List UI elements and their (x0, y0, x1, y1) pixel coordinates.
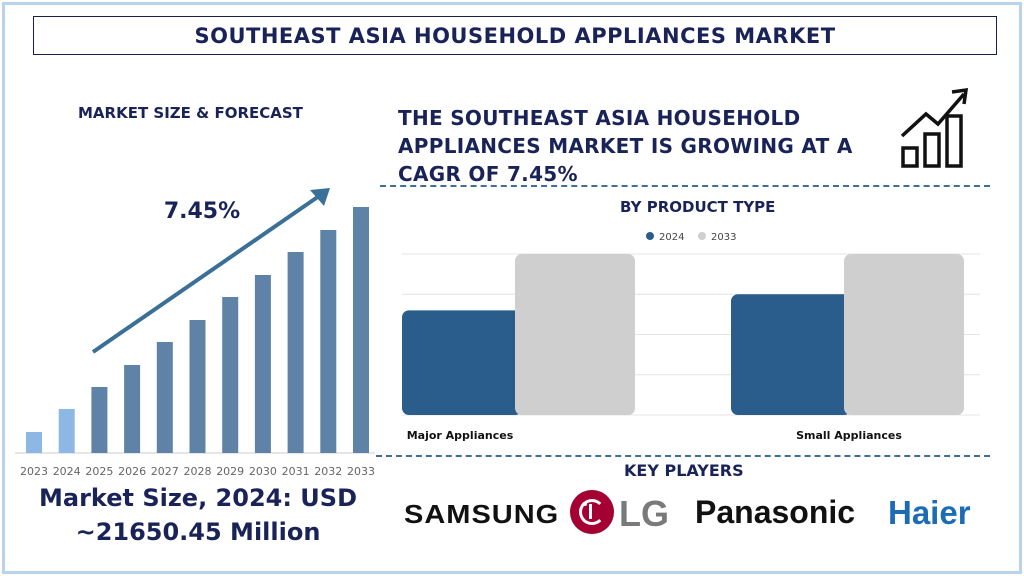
x-tick-label: 2025 (85, 465, 113, 478)
cagr-annotation: 7.45% (164, 199, 240, 224)
page-title: SOUTHEAST ASIA HOUSEHOLD APPLIANCES MARK… (33, 16, 997, 55)
bar-2024 (58, 409, 75, 453)
x-tick-label: 2032 (314, 465, 342, 478)
bar-2031 (287, 252, 304, 453)
x-tick-label: 2031 (282, 465, 310, 478)
market-size-line2: ~21650.45 Million (75, 518, 321, 546)
bar-2033 (844, 254, 964, 415)
bar-2033 (353, 207, 369, 453)
divider-bottom (376, 455, 990, 457)
market-size-heading: MARKET SIZE & FORECAST (78, 104, 303, 122)
bar-2028 (189, 320, 206, 453)
key-players-heading: KEY PLAYERS (624, 461, 744, 480)
bar-2023 (26, 432, 42, 453)
panasonic-logo: Panasonic (695, 494, 856, 530)
bar-2033 (515, 254, 635, 415)
legend-marker-2033 (698, 232, 706, 240)
product-type-heading: BY PRODUCT TYPE (620, 198, 776, 216)
category-label: Major Appliances (407, 429, 514, 442)
bar-2025 (91, 387, 108, 453)
product-type-chart: 2024 2033 Major Appliances Small Appliances (402, 232, 980, 442)
divider-top (380, 185, 990, 187)
samsung-logo: SAMSUNG (404, 500, 560, 530)
bar-2026 (124, 365, 141, 453)
x-tick-label: 2024 (53, 465, 81, 478)
growth-chart-icon (900, 87, 969, 168)
trend-arrow-line (91, 192, 324, 354)
bar-2027 (156, 342, 173, 453)
x-tick-label: 2023 (20, 465, 48, 478)
bar-2030 (254, 275, 271, 453)
lg-logo-icon (570, 490, 614, 534)
legend-label-2024: 2024 (659, 232, 684, 243)
x-tick-label: 2027 (151, 465, 179, 478)
bar-2029 (222, 297, 239, 453)
legend-label-2033: 2033 (711, 232, 736, 243)
forecast-chart: 2023 2024 2025 2026 2027 2028 2029 2030 2031 2032… (15, 188, 375, 478)
x-tick-label: 2030 (249, 465, 277, 478)
lg-logo-text: LG (619, 493, 669, 534)
bar-2032 (320, 230, 337, 453)
market-size-text: Market Size, 2024: USD ~21650.45 Million (18, 481, 378, 549)
market-size-line1: Market Size, 2024: USD (38, 484, 357, 512)
bar-2024 (402, 310, 522, 415)
cagr-headline: THE SOUTHEAST ASIA HOUSEHOLD APPLIANCES … (398, 106, 853, 186)
legend-marker-2024 (646, 232, 654, 240)
category-label: Small Appliances (796, 429, 902, 442)
x-tick-label: 2026 (118, 465, 146, 478)
bar-2024 (731, 294, 851, 415)
x-tick-label: 2028 (184, 465, 212, 478)
haier-logo: Haier (888, 494, 971, 531)
x-tick-label: 2033 (347, 465, 375, 478)
x-tick-label: 2029 (216, 465, 244, 478)
arrow-head-icon (310, 188, 330, 206)
